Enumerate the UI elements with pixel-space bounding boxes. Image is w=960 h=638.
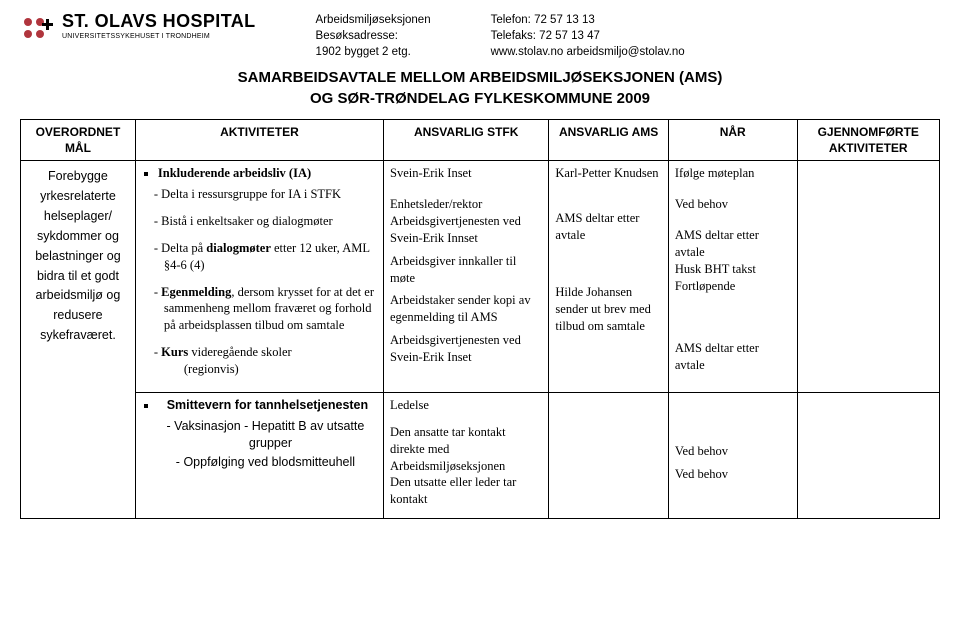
done-cell: [797, 161, 939, 393]
ams-cell: [549, 392, 668, 518]
addr-right-2: Telefaks: 72 57 13 47: [491, 28, 685, 44]
agreement-table: OVERORDNET MÅL AKTIVITETER ANSVARLIG STF…: [20, 119, 940, 519]
table-row: Smittevern for tannhelsetjenesten Vaksin…: [21, 392, 940, 518]
activities-cell: Inkluderende arbeidsliv (IA) Delta i res…: [135, 161, 383, 393]
logo-tagline: UNIVERSITETSSYKEHUSET I TRONDHEIM: [62, 33, 256, 40]
document-title: SAMARBEIDSAVTALE MELLOM ARBEIDSMILJØSEKS…: [20, 68, 940, 109]
logo-icon: [20, 12, 56, 48]
col-done: GJENNOMFØRTE AKTIVITETER: [797, 119, 939, 160]
col-naar: NÅR: [668, 119, 797, 160]
table-header-row: OVERORDNET MÅL AKTIVITETER ANSVARLIG STF…: [21, 119, 940, 160]
activity-item: Vaksinasjon - Hepatitt B av utsatte grup…: [154, 418, 377, 452]
activity-heading: Inkluderende arbeidsliv (IA): [158, 165, 377, 182]
naar-cell: Ifølge møteplan Ved behov AMS deltar ett…: [668, 161, 797, 393]
addr-left-3: 1902 bygget 2 etg.: [316, 44, 431, 60]
activity-item: Kurs videregående skoler (regionvis): [154, 344, 377, 378]
ams-cell: Karl-Petter Knudsen AMS deltar etter avt…: [549, 161, 668, 393]
activity-item: Delta på dialogmøter etter 12 uker, AML …: [154, 240, 377, 274]
logo-name: ST. OLAVS HOSPITAL: [62, 12, 256, 31]
done-cell: [797, 392, 939, 518]
address-block: Arbeidsmiljøseksjonen Besøksadresse: 190…: [316, 12, 685, 60]
addr-right-3: www.stolav.no arbeidsmiljo@stolav.no: [491, 44, 685, 60]
hospital-logo: ST. OLAVS HOSPITAL UNIVERSITETSSYKEHUSET…: [20, 12, 256, 48]
col-stfk: ANSVARLIG STFK: [384, 119, 549, 160]
activity-item: Oppfølging ved blodsmitteuhell: [154, 454, 377, 471]
activity-item: Delta i ressursgruppe for IA i STFK: [154, 186, 377, 203]
activities-cell: Smittevern for tannhelsetjenesten Vaksin…: [135, 392, 383, 518]
col-act: AKTIVITETER: [135, 119, 383, 160]
activity-heading: Smittevern for tannhelsetjenesten: [158, 397, 377, 414]
table-row: Forebygge yrkesrelaterte helseplager/ sy…: [21, 161, 940, 393]
header: ST. OLAVS HOSPITAL UNIVERSITETSSYKEHUSET…: [20, 12, 940, 60]
naar-cell: Ved behov Ved behov: [668, 392, 797, 518]
col-ams: ANSVARLIG AMS: [549, 119, 668, 160]
col-goal: OVERORDNET MÅL: [21, 119, 136, 160]
addr-left-1: Arbeidsmiljøseksjonen: [316, 12, 431, 28]
activity-item: Egenmelding, dersom krysset for at det e…: [154, 284, 377, 335]
activity-item: Bistå i enkeltsaker og dialogmøter: [154, 213, 377, 230]
addr-left-2: Besøksadresse:: [316, 28, 431, 44]
goal-cell: Forebygge yrkesrelaterte helseplager/ sy…: [21, 161, 136, 519]
stfk-cell: Ledelse Den ansatte tar kontakt direkte …: [384, 392, 549, 518]
addr-right-1: Telefon: 72 57 13 13: [491, 12, 685, 28]
stfk-cell: Svein-Erik Inset Enhetsleder/rektor Arbe…: [384, 161, 549, 393]
